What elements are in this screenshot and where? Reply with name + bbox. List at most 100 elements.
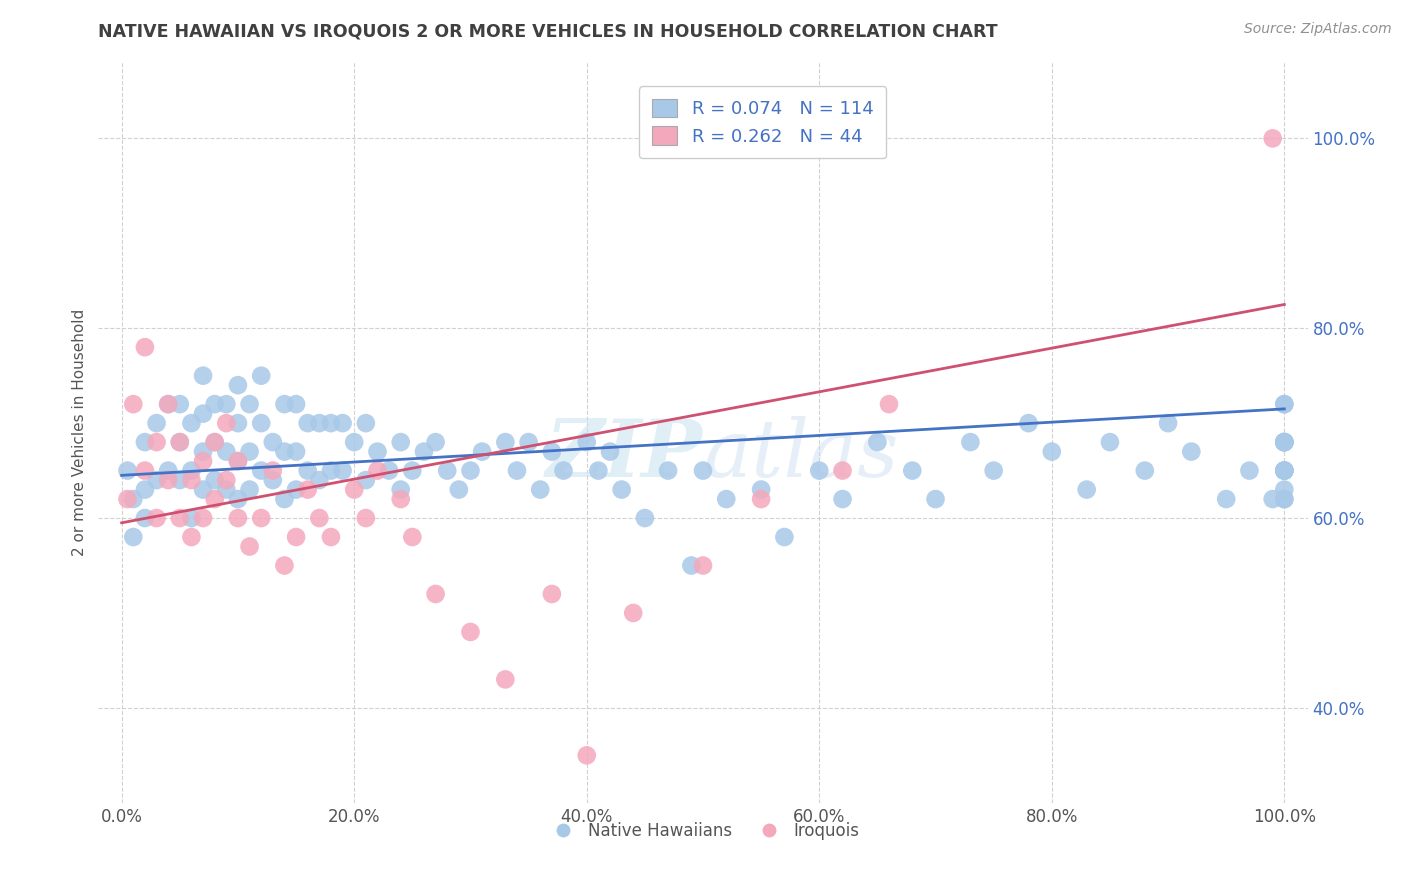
Point <box>134 435 156 450</box>
Point <box>1018 416 1040 430</box>
Point <box>575 435 598 450</box>
Point <box>575 748 598 763</box>
Point <box>634 511 657 525</box>
Point <box>122 530 145 544</box>
Point <box>134 511 156 525</box>
Point <box>204 473 226 487</box>
Point <box>226 491 249 506</box>
Point <box>285 483 308 497</box>
Point <box>343 483 366 497</box>
Point <box>226 454 249 468</box>
Point <box>447 483 470 497</box>
Point <box>1272 464 1295 478</box>
Point <box>250 511 273 525</box>
Point <box>378 464 401 478</box>
Point <box>169 511 191 525</box>
Point <box>1272 483 1295 497</box>
Point <box>169 397 191 411</box>
Point <box>191 444 214 458</box>
Point <box>1272 435 1295 450</box>
Point <box>983 464 1005 478</box>
Point <box>1272 464 1295 478</box>
Point <box>204 491 226 506</box>
Point <box>180 473 202 487</box>
Point <box>1272 435 1295 450</box>
Point <box>366 464 388 478</box>
Point <box>354 511 377 525</box>
Point <box>657 464 679 478</box>
Point <box>506 464 529 478</box>
Point <box>239 540 262 554</box>
Point <box>901 464 924 478</box>
Point <box>460 624 482 639</box>
Point <box>1098 435 1121 450</box>
Point <box>389 483 412 497</box>
Point <box>215 397 238 411</box>
Point <box>157 473 180 487</box>
Point <box>401 530 423 544</box>
Point <box>1040 444 1063 458</box>
Point <box>134 483 156 497</box>
Point <box>180 530 202 544</box>
Point <box>1133 464 1156 478</box>
Point <box>553 464 575 478</box>
Point <box>959 435 981 450</box>
Point <box>191 511 214 525</box>
Point <box>471 444 494 458</box>
Point <box>343 435 366 450</box>
Point <box>273 444 295 458</box>
Point <box>226 378 249 392</box>
Point <box>215 473 238 487</box>
Point <box>749 491 772 506</box>
Point <box>354 473 377 487</box>
Point <box>517 435 540 450</box>
Point <box>1272 464 1295 478</box>
Point <box>1272 464 1295 478</box>
Point <box>389 435 412 450</box>
Point <box>215 483 238 497</box>
Point <box>1272 435 1295 450</box>
Point <box>332 416 354 430</box>
Point <box>1076 483 1098 497</box>
Point <box>157 397 180 411</box>
Point <box>1272 491 1295 506</box>
Point <box>425 587 447 601</box>
Text: Source: ZipAtlas.com: Source: ZipAtlas.com <box>1244 22 1392 37</box>
Point <box>285 397 308 411</box>
Point <box>169 435 191 450</box>
Point <box>1272 397 1295 411</box>
Point <box>540 587 562 601</box>
Point <box>169 473 191 487</box>
Point <box>250 464 273 478</box>
Point <box>436 464 458 478</box>
Point <box>599 444 621 458</box>
Point <box>180 464 202 478</box>
Point <box>297 416 319 430</box>
Point <box>122 491 145 506</box>
Point <box>494 435 516 450</box>
Point <box>1261 131 1284 145</box>
Point <box>117 464 139 478</box>
Point <box>226 511 249 525</box>
Point <box>1215 491 1237 506</box>
Legend: Native Hawaiians, Iroquois: Native Hawaiians, Iroquois <box>540 815 866 847</box>
Point <box>366 444 388 458</box>
Point <box>692 558 714 573</box>
Point <box>157 397 180 411</box>
Point <box>1261 491 1284 506</box>
Point <box>529 483 551 497</box>
Point <box>180 511 202 525</box>
Point <box>204 435 226 450</box>
Point <box>924 491 946 506</box>
Point <box>273 397 295 411</box>
Point <box>297 464 319 478</box>
Point <box>191 407 214 421</box>
Point <box>239 444 262 458</box>
Point <box>215 444 238 458</box>
Point <box>866 435 889 450</box>
Point <box>145 435 167 450</box>
Point <box>681 558 703 573</box>
Text: ZIP: ZIP <box>546 416 703 493</box>
Point <box>157 464 180 478</box>
Point <box>215 416 238 430</box>
